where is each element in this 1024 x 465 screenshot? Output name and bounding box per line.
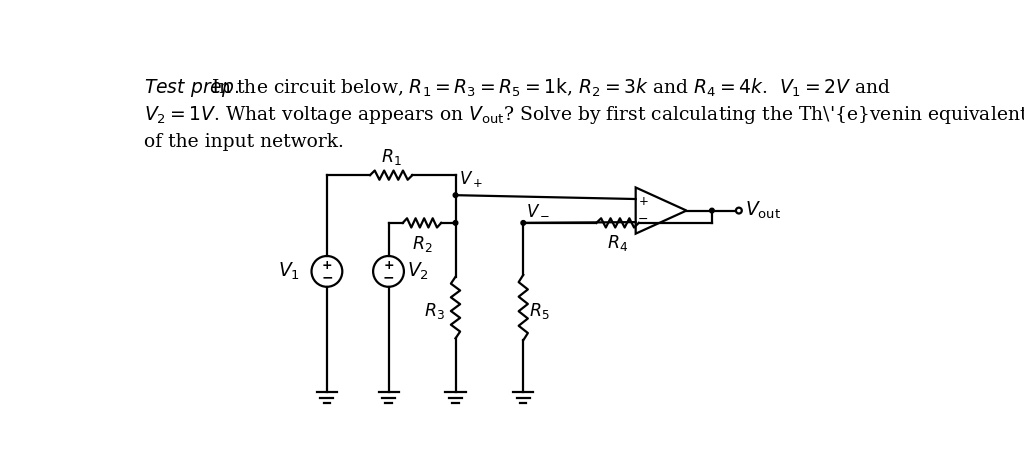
Circle shape	[710, 208, 714, 213]
Text: $V_-$: $V_-$	[526, 200, 551, 218]
Text: $\mathit{Test\ prep.}$: $\mathit{Test\ prep.}$	[144, 77, 240, 99]
Text: $R_4$: $R_4$	[607, 233, 628, 253]
Text: −: −	[383, 270, 394, 284]
Text: $R_2$: $R_2$	[412, 234, 432, 254]
Text: $V_2 = 1V$. What voltage appears on $V_\mathrm{out}$? Solve by first calculating: $V_2 = 1V$. What voltage appears on $V_\…	[144, 104, 1024, 126]
Text: $R_5$: $R_5$	[529, 301, 550, 321]
Text: of the input network.: of the input network.	[144, 133, 344, 151]
Text: $V_\mathrm{out}$: $V_\mathrm{out}$	[745, 200, 781, 221]
Text: $V_1$: $V_1$	[278, 261, 300, 282]
Text: In the circuit below, $R_1 = R_3 = R_5 = 1\mathrm{k}$, $R_2 = 3k$ and $R_4 = 4k$: In the circuit below, $R_1 = R_3 = R_5 =…	[211, 77, 891, 99]
Circle shape	[454, 220, 458, 225]
Circle shape	[521, 220, 525, 225]
Text: +: +	[638, 195, 648, 208]
Text: $V_2$: $V_2$	[407, 261, 429, 282]
Text: −: −	[638, 213, 648, 226]
Circle shape	[736, 208, 741, 213]
Text: +: +	[383, 259, 394, 272]
Text: $R_1$: $R_1$	[381, 147, 401, 167]
Text: $V_+$: $V_+$	[459, 169, 482, 189]
Circle shape	[454, 193, 458, 198]
Text: −: −	[322, 270, 333, 284]
Text: +: +	[322, 259, 332, 272]
Text: $R_3$: $R_3$	[424, 301, 444, 321]
